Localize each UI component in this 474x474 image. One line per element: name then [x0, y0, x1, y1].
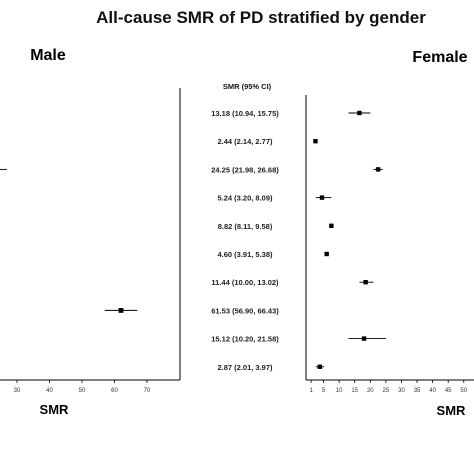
female-point-estimate: [361, 336, 367, 341]
smr-ci-row-label: 2.44 (2.14, 2.77): [217, 137, 273, 146]
smr-ci-row-label: 5.24 (3.20, 8.09): [217, 194, 273, 203]
smr-ci-row-label: 11.44 (10.00, 13.02): [211, 278, 279, 287]
female-x-tick-label: 5: [322, 388, 326, 394]
smr-ci-row-label: 24.25 (21.98, 26.68): [211, 165, 279, 174]
female-x-tick-label: 1: [309, 388, 313, 394]
female-panel: 1 5 10 15 20 25 30 35 40 45 50: [305, 95, 474, 394]
smr-ci-column-header: SMR (95% CI): [223, 82, 272, 91]
female-x-tick-label: 10: [336, 388, 343, 394]
female-point-estimate: [363, 280, 368, 285]
figure-title: All-cause SMR of PD stratified by gender: [96, 8, 426, 27]
male-panel: 30 40 50 60 70: [0, 88, 181, 394]
female-x-tick-label: 15: [351, 388, 358, 394]
male-x-tick-label: 40: [46, 388, 53, 394]
smr-ci-row-label: 13.18 (10.94, 15.75): [211, 109, 279, 118]
female-x-tick-label: 20: [367, 388, 374, 394]
female-point-estimate: [313, 139, 318, 144]
male-x-tick-label: 60: [111, 388, 118, 394]
female-point-estimate: [329, 223, 334, 228]
male-x-axis-label: SMR: [40, 402, 70, 417]
smr-ci-row-label: 2.87 (2.01, 3.97): [217, 363, 273, 372]
male-x-tick-label: 70: [144, 388, 151, 394]
female-x-tick-label: 50: [460, 388, 467, 394]
female-point-estimate: [324, 251, 329, 257]
male-x-tick-label: 50: [79, 388, 86, 394]
female-x-tick-label: 25: [383, 388, 390, 394]
female-panel-title: Female: [412, 49, 467, 66]
female-x-axis-label: SMR: [437, 403, 467, 418]
smr-ci-row-label: 4.60 (3.91, 5.38): [217, 250, 273, 259]
smr-ci-row-label: 8.82 (8.11, 9.58): [218, 222, 273, 231]
female-x-tick-label: 40: [429, 388, 436, 394]
smr-ci-row-label: 15.12 (10.20, 21.58): [211, 335, 279, 344]
female-x-tick-label: 30: [398, 388, 405, 394]
female-point-estimate: [357, 110, 362, 116]
row-labels: 13.18 (10.94, 15.75) 2.44 (2.14, 2.77) 24.…: [211, 109, 279, 372]
male-x-tick-label: 30: [14, 388, 21, 394]
male-point-estimate: [118, 308, 124, 313]
female-x-tick-label: 45: [445, 388, 452, 394]
female-point-estimate: [375, 167, 381, 172]
female-point-estimate: [319, 195, 325, 200]
female-point-estimate: [317, 364, 323, 369]
male-panel-title: Male: [30, 47, 66, 64]
smr-ci-row-label: 61.53 (56.90, 66.43): [211, 306, 279, 315]
female-x-tick-label: 35: [414, 388, 421, 394]
